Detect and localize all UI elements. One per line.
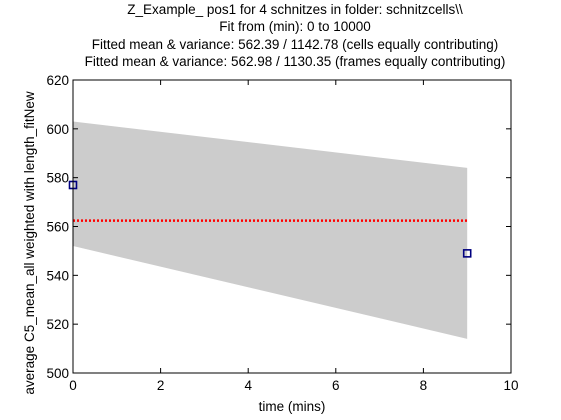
y-tick-label: 500 <box>46 366 69 381</box>
y-tick-label: 560 <box>46 220 69 235</box>
title-line-1: Z_Example_ pos1 for 4 schnitzes in folde… <box>127 2 463 17</box>
x-tick-label: 8 <box>420 378 428 393</box>
y-tick-label: 620 <box>46 73 69 88</box>
x-axis-label: time (mins) <box>259 399 326 414</box>
data-point <box>462 249 472 258</box>
variance-band <box>73 121 468 339</box>
x-tick-label: 4 <box>244 378 252 393</box>
title-line-4: Fitted mean & variance: 562.98 / 1130.35… <box>85 54 506 69</box>
chart-title: Z_Example_ pos1 for 4 schnitzes in folde… <box>85 2 506 69</box>
x-tick-label: 6 <box>332 378 340 393</box>
x-tick-label: 10 <box>503 378 518 393</box>
y-tick-label: 540 <box>46 268 69 283</box>
x-tick-label: 2 <box>157 378 165 393</box>
x-tick-label: 0 <box>69 378 77 393</box>
y-tick-label: 520 <box>46 317 69 332</box>
plot-area <box>68 80 511 373</box>
title-line-3: Fitted mean & variance: 562.39 / 1142.78… <box>92 37 498 52</box>
y-axis-label: average C5_mean_all weighted with length… <box>22 91 37 394</box>
title-line-2: Fit from (min): 0 to 10000 <box>219 19 371 34</box>
axes: 0 2 4 6 8 10 500 520 540 560 580 600 620 <box>46 73 518 393</box>
y-tick-label: 600 <box>46 122 69 137</box>
y-tick-label: 580 <box>46 171 69 186</box>
